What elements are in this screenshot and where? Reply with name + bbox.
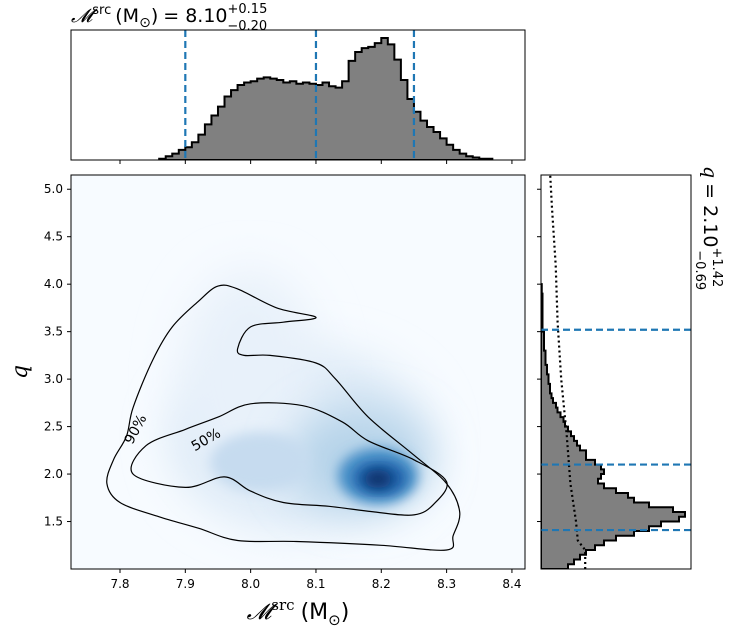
y-tick-label-7: 5.0 [44, 182, 63, 196]
y-tick-label-6: 4.5 [44, 230, 63, 244]
top-title-minus: −0.20 [227, 19, 267, 34]
top-title-sup: src [92, 3, 111, 18]
y-tick-label-2: 2.5 [44, 420, 63, 434]
x-tick-label-4: 8.2 [372, 577, 391, 591]
right-dotted-curve [549, 175, 587, 569]
joint-density-panel: 90% 50% 7.8 7.9 8.0 8.1 8.2 8.3 8.41.52.02.53.0… [8, 174, 526, 629]
x-tick-label-0: 7.8 [110, 577, 129, 591]
top-title-symbol: 𝓜 [71, 5, 98, 27]
top-title-unit-sub: ⊙ [139, 15, 151, 31]
top-title-value: = 8.10 [163, 5, 227, 27]
density-blob-upper [180, 270, 320, 490]
joint-panel-ticks: 7.8 7.9 8.0 8.1 8.2 8.3 8.4 1.5 2.0 2.5 3.0 3.5 4.0 4… [44, 182, 522, 591]
top-title-plus: +0.15 [228, 2, 268, 17]
top-title-unit: (M [115, 5, 139, 27]
x-tick-label-6: 8.4 [502, 577, 521, 591]
right-panel-frame [540, 174, 692, 570]
top-histogram-bars [158, 37, 494, 160]
y-axis-label: q [8, 365, 33, 379]
y-tick-label-3: 3.0 [44, 372, 63, 386]
right-quantile-lines [541, 328, 691, 532]
contour-90pct [106, 284, 461, 551]
right-panel-ticks [537, 188, 541, 523]
top-title-unit-close: ) [151, 5, 158, 27]
y-tick-label-5: 4.0 [44, 277, 63, 291]
joint-panel-frame [70, 174, 526, 570]
contour-50pct [130, 402, 448, 516]
x-tick-label-1: 7.9 [176, 577, 195, 591]
x-axis-label: 𝓜src (M⊙) [247, 596, 350, 629]
top-panel-title: 𝓜src (M⊙) = 8.10+0.15 −0.20 [71, 2, 267, 34]
x-label-unit: (M [301, 600, 329, 625]
right-title-plus: +1.42 [709, 247, 724, 287]
right-histogram-bars [541, 283, 686, 569]
x-tick-label-3: 8.1 [306, 577, 325, 591]
right-title-symbol: q [699, 166, 721, 178]
top-panel-ticks [119, 160, 513, 164]
x-tick-label-2: 8.0 [241, 577, 260, 591]
x-tick-label-5: 8.3 [437, 577, 456, 591]
y-tick-label-4: 3.5 [44, 325, 63, 339]
right-marginal-panel: q = 2.10+1.42−0.69 [537, 166, 724, 570]
x-label-sup: src [271, 596, 294, 614]
right-histogram [541, 283, 686, 569]
right-dotted-prior [549, 175, 587, 569]
x-label-unit-sub: ⊙ [328, 611, 341, 629]
y-tick-label-0: 1.5 [44, 515, 63, 529]
right-title-minus: −0.69 [692, 250, 707, 290]
right-panel-title: q = 2.10+1.42−0.69 [692, 166, 724, 290]
right-title-value: = 2.10 [699, 183, 721, 247]
density-peak [364, 470, 392, 488]
density-blob-left [210, 432, 310, 492]
y-tick-label-1: 2.0 [44, 467, 63, 481]
top-panel-frame [70, 29, 526, 161]
density-heatmap [170, 270, 430, 530]
top-histogram [158, 37, 494, 160]
x-label-unit-close: ) [341, 600, 350, 625]
top-marginal-panel: 𝓜src (M⊙) = 8.10+0.15 −0.20 [70, 2, 526, 164]
